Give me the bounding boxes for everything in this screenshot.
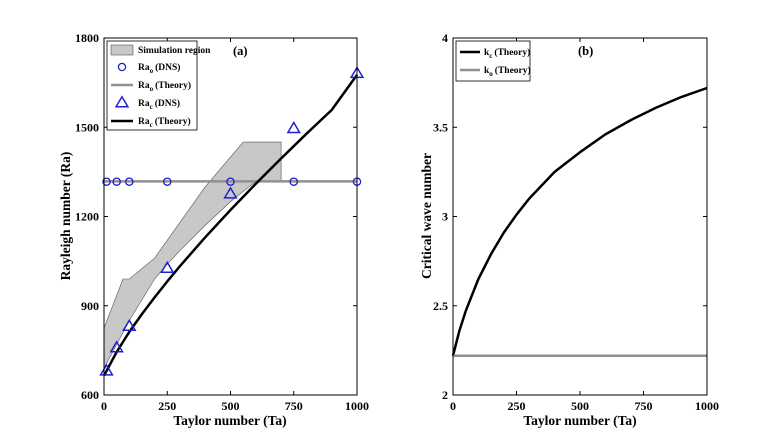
panel-a-ticks: 0 250 500 750 1000 600 900 1200 1500 1800 xyxy=(75,31,369,413)
a-legend-label: Rac (DNS) xyxy=(138,98,180,111)
a-legend-label: Rac (Theory) xyxy=(138,116,191,129)
a-y-tick-label: 1200 xyxy=(75,210,99,224)
a-dns-circle-point xyxy=(112,177,121,186)
a-legend-label: Rao (DNS) xyxy=(138,62,180,75)
panel-b-x-axis-label: Taylor number (Ta) xyxy=(523,413,636,428)
a-dns-circle-point xyxy=(102,177,111,186)
b-series-line-0 xyxy=(451,86,708,357)
b-y-tick-label: 2.5 xyxy=(433,299,448,313)
a-dns-circle-point xyxy=(226,177,235,186)
a-dns-triangle-point xyxy=(160,260,175,274)
a-dns-circle-point xyxy=(162,177,172,186)
a-series-line-4 xyxy=(102,74,359,377)
a-dns-triangle-point xyxy=(122,318,137,332)
b-y-tick-label: 3.5 xyxy=(433,120,448,134)
panel-a-x-axis-label: Taylor number (Ta) xyxy=(173,413,286,428)
a-dns-triangle-point xyxy=(223,186,238,199)
panel-b-ticks: 0 250 500 750 1000 2 2.5 3 3.5 4 xyxy=(433,31,719,413)
b-y-tick-label: 3 xyxy=(442,210,448,224)
a-dns-circle-point xyxy=(289,177,298,186)
panel-a-legend: Simulation region Rao (DNS) Rao (Theory) Rac(… xyxy=(106,40,211,131)
panel-a-y-axis-label: Rayleigh number (Ra) xyxy=(58,152,73,281)
panel-b-label: (b) xyxy=(578,44,593,58)
a-x-tick-label: 1000 xyxy=(345,399,369,413)
a-legend-area-swatch xyxy=(110,44,134,56)
panel-a-chart: 0 250 500 750 1000 600 900 1200 1500 1800 (a) Tay… xyxy=(58,31,369,428)
b-legend-box xyxy=(455,40,531,82)
b-x-tick-label: 500 xyxy=(571,399,589,413)
a-legend-label: Simulation region xyxy=(138,46,211,56)
a-legend-circle-swatch xyxy=(117,62,127,72)
panel-b-frame xyxy=(452,37,708,396)
a-dns-triangle-point xyxy=(109,340,124,353)
a-x-tick-label: 500 xyxy=(222,399,240,413)
panel-b-chart: 0 250 500 750 1000 2 2.5 3 3.5 4 (b) Taylor numbe… xyxy=(419,31,719,428)
b-y-tick-label: 2 xyxy=(442,388,448,402)
panel-b-y-axis-label: Critical wave number xyxy=(419,153,434,279)
a-x-tick-label: 0 xyxy=(101,399,107,413)
b-x-tick-label: 750 xyxy=(635,399,653,413)
a-simulation-region-area xyxy=(103,141,282,369)
a-x-tick-label: 750 xyxy=(285,399,303,413)
a-y-tick-label: 1500 xyxy=(75,120,99,134)
b-legend-label: kc (Theory) xyxy=(484,47,530,60)
a-y-tick-label: 1800 xyxy=(75,31,99,45)
b-x-tick-label: 0 xyxy=(450,399,456,413)
a-dns-triangle-point xyxy=(286,121,301,134)
a-dns-circle-point xyxy=(125,177,134,186)
panel-b-legend: kc (Theory) ko (Theory) xyxy=(455,40,531,82)
a-legend-label: Rao (Theory) xyxy=(138,80,191,93)
b-y-tick-label: 4 xyxy=(442,31,448,45)
a-y-tick-label: 600 xyxy=(81,388,99,402)
panel-b-plot-area xyxy=(451,86,708,357)
b-legend-label: ko (Theory) xyxy=(484,65,531,78)
a-x-tick-label: 250 xyxy=(158,399,176,413)
b-x-tick-label: 1000 xyxy=(695,399,719,413)
b-x-tick-label: 250 xyxy=(508,399,526,413)
a-y-tick-label: 900 xyxy=(81,299,99,313)
a-legend-triangle-swatch xyxy=(114,95,130,108)
panel-a-label: (a) xyxy=(233,44,248,58)
